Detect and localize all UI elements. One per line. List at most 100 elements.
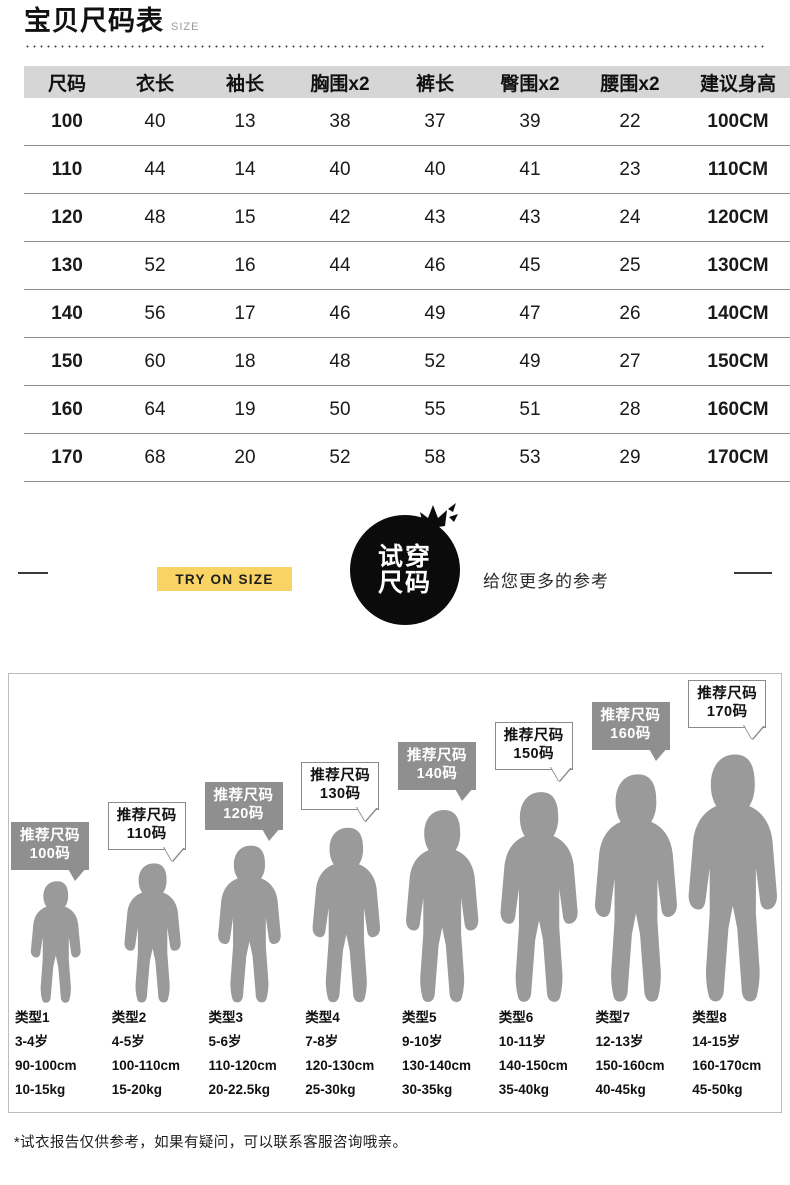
bubble-line-2: 130码 [319, 785, 361, 802]
legend-item: 类型5 9-10岁 130-140cm 30-35kg [402, 1006, 498, 1102]
badge-line-1: 试穿 [377, 542, 432, 571]
legend-item: 类型8 14-15岁 160-170cm 45-50kg [692, 1006, 788, 1102]
legend-item: 类型6 10-11岁 140-150cm 35-40kg [499, 1006, 595, 1102]
legend-height: 100-110cm [111, 1058, 181, 1074]
size-table-cell: 40 [390, 145, 480, 194]
recommended-size-bubble: 推荐尺码 140码 [398, 742, 476, 791]
size-table-cell: 150 [24, 337, 110, 386]
table-row: 170 68 20 52 58 53 29 170CM [24, 433, 790, 482]
recommended-size-bubble: 推荐尺码 100码 [11, 822, 89, 871]
legend-type: 类型6 [498, 1010, 534, 1025]
size-table-cell: 64 [110, 385, 200, 434]
recommended-size-bubble: 推荐尺码 160码 [591, 702, 670, 751]
size-table-cell: 48 [290, 337, 390, 386]
legend-height: 120-130cm [305, 1058, 375, 1074]
silhouette-shape [119, 862, 189, 1004]
bubble-tail [550, 767, 571, 781]
size-table-cell: 25 [580, 241, 680, 290]
bubble-line-2: 110码 [126, 825, 167, 842]
size-table-col-header: 腰围x2 [580, 66, 680, 98]
legend-height: 140-150cm [498, 1058, 568, 1074]
try-on-size-tag: TRY ON SIZE [157, 567, 292, 591]
size-table-cell: 52 [390, 337, 480, 386]
silhouette-shape [680, 752, 790, 1004]
table-row: 160 64 19 50 55 51 28 160CM [24, 385, 790, 434]
table-row: 100 40 13 38 37 39 22 100CM [24, 98, 790, 146]
size-table-cell: 100 [24, 98, 110, 146]
bubble-line-2: 150码 [513, 745, 555, 762]
size-table-cell: 23 [580, 145, 680, 194]
bubble-line-2: 160码 [610, 725, 651, 742]
size-table-cell: 43 [390, 193, 480, 242]
size-table-cell: 170 [24, 433, 110, 482]
size-table-col-header: 胸围x2 [290, 66, 390, 98]
legend-age: 10-11岁 [498, 1034, 547, 1050]
silhouette-figure [590, 674, 687, 1004]
size-table-cell: 140CM [680, 289, 790, 338]
bubble-line-2: 120码 [223, 805, 264, 822]
size-table-cell: 43 [480, 193, 580, 242]
legend-type: 类型8 [692, 1010, 727, 1025]
bubble-line-2: 170码 [706, 703, 748, 720]
size-table-cell: 50 [290, 385, 390, 434]
bubble-tail [454, 787, 474, 801]
legend-age: 3-4岁 [15, 1034, 49, 1050]
table-row: 140 56 17 46 49 47 26 140CM [24, 289, 790, 338]
size-table-cell: 14 [200, 145, 290, 194]
size-table-cell: 17 [200, 289, 290, 338]
page-title-main: 宝贝尺码表 [24, 6, 164, 36]
size-table-cell: 100CM [680, 98, 790, 146]
size-table-col-header: 建议身高 [680, 66, 790, 98]
size-table-cell: 40 [290, 145, 390, 194]
legend-item: 类型3 5-6岁 110-120cm 20-22.5kg [209, 1006, 305, 1102]
bubble-tail [163, 847, 184, 861]
tryon-panel: 推荐尺码 100码 推荐尺码 110码 推荐尺码 120码 推荐尺码 130码 推荐尺码 140码… [8, 673, 782, 1113]
title-dotted-divider [24, 45, 766, 48]
size-table-cell: 42 [290, 193, 390, 242]
legend-type: 类型5 [402, 1010, 437, 1025]
size-table-cell: 49 [480, 337, 580, 386]
size-table-header-row: 尺码 衣长 袖长 胸围x2 裤长 臀围x2 腰围x2 建议身高 [24, 66, 790, 98]
size-table-cell: 56 [110, 289, 200, 338]
silhouette-figure [106, 674, 203, 1004]
size-table-cell: 110 [24, 145, 110, 194]
legend-height: 130-140cm [402, 1058, 472, 1074]
size-table-cell: 41 [480, 145, 580, 194]
bubble-line-1: 推荐尺码 [20, 828, 80, 844]
child-silhouette-icon [217, 845, 281, 1003]
silhouette-shape [493, 790, 589, 1004]
size-table-cell: 130 [24, 241, 110, 290]
bubble-tail [67, 867, 87, 881]
legend-height: 150-160cm [595, 1058, 665, 1074]
child-silhouette-icon [312, 827, 380, 1003]
size-table-cell: 46 [290, 289, 390, 338]
size-table-cell: 49 [390, 289, 480, 338]
size-table-cell: 44 [290, 241, 390, 290]
size-table-col-header: 尺码 [24, 66, 110, 98]
try-on-size-label: TRY ON SIZE [175, 571, 274, 587]
size-table-cell: 120CM [680, 193, 790, 242]
legend-weight: 45-50kg [692, 1082, 743, 1098]
silhouette-figure [686, 674, 783, 1004]
silhouette-shape [26, 880, 88, 1004]
size-table-cell: 47 [480, 289, 580, 338]
legend-age: 12-13岁 [595, 1034, 644, 1050]
size-table-col-header: 袖长 [200, 66, 290, 98]
silhouette-shape [399, 808, 489, 1004]
bubble-tail [647, 747, 668, 761]
silhouette-figure [203, 674, 300, 1004]
silhouette-shape [306, 826, 390, 1004]
size-table: 尺码 衣长 袖长 胸围x2 裤长 臀围x2 腰围x2 建议身高 100 40 13 38 37 39 22… [24, 66, 790, 482]
size-table-cell: 27 [580, 337, 680, 386]
size-table-cell: 29 [580, 433, 680, 482]
legend-type: 类型3 [208, 1010, 244, 1025]
bubble-line-2: 140码 [416, 765, 458, 782]
legend-type: 类型7 [595, 1010, 631, 1025]
size-table-cell: 19 [200, 385, 290, 434]
size-table-col-header: 臀围x2 [480, 66, 580, 98]
size-table-cell: 22 [580, 98, 680, 146]
size-table-cell: 45 [480, 241, 580, 290]
bubble-line-1: 推荐尺码 [503, 728, 564, 744]
band-rule-right [734, 572, 772, 574]
legend-item: 类型7 12-13岁 150-160cm 40-45kg [596, 1006, 692, 1102]
